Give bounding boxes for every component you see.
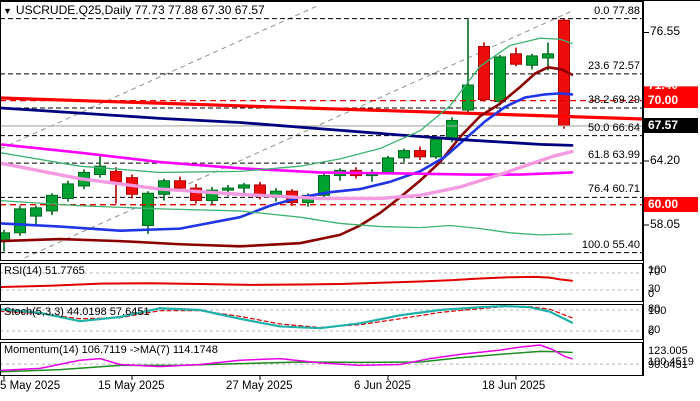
fib-level-label-76.4: 76.4 60.71 (588, 183, 640, 196)
resistance-trendline (1, 96, 642, 121)
candle-body (382, 157, 394, 173)
candle-body (222, 187, 234, 191)
main-panel (0, 1, 643, 261)
stoch-label: Stoch(5,3,3) 44.0198 57.6451 (4, 306, 150, 318)
ma-maroon-line (1, 66, 574, 248)
chart-title-bar: ▼ USCRUDE.Q25,Daily 77.73 77.88 67.30 67.… (3, 3, 265, 17)
price-badge-71.40: 71.40 (644, 86, 698, 94)
main-plot (1, 5, 642, 259)
momentum-scale-min: 90.0451 (648, 359, 688, 372)
candle-body (30, 207, 42, 217)
candle-body (510, 53, 522, 65)
fib-level-label-23.6: 23.6 72.57 (588, 59, 640, 72)
candles (1, 18, 570, 252)
rsi-line (1, 275, 573, 288)
date-label-27-May-2025: 27 May 2025 (226, 380, 293, 392)
candle-body (62, 183, 74, 199)
candle-body (318, 175, 330, 196)
trend-channel-line-0 (20, 10, 573, 259)
rsi-label: RSI(14) 51.7765 (4, 265, 85, 277)
candle-body (174, 180, 186, 189)
envelope-upper-line (1, 37, 573, 174)
momentum-line (1, 344, 573, 372)
stoch-main-line (1, 305, 574, 330)
trend-channel-line-1 (1, 5, 318, 150)
symbol-title: USCRUDE.Q25,Daily 77.73 77.88 67.30 67.5… (15, 3, 265, 17)
price-axis-tick-76.55: 76.55 (650, 24, 681, 39)
candle-body (14, 208, 26, 234)
momentum-panel (0, 342, 643, 376)
rsi-panel (0, 263, 643, 302)
stoch-scale-100: 100 (648, 305, 667, 317)
ma-pink-line (1, 149, 574, 201)
price-badge-67.57: 67.57 (644, 117, 698, 133)
rsi-scale-100: 100 (648, 264, 667, 276)
rsi-scale-70: 70 (648, 266, 661, 278)
candle-body (238, 184, 250, 189)
date-label-15-May-2025: 15 May 2025 (98, 380, 165, 392)
indicator-collapse-icon[interactable]: ▼ (3, 6, 12, 16)
price-badge-60.00: 60.00 (644, 196, 698, 212)
fib-level-label-38.2: 38.2 69.29 (588, 94, 640, 107)
candle-body (142, 192, 154, 227)
rsiClip-plot (1, 272, 642, 291)
fib-level-label-100.0: 100.0 55.40 (581, 238, 640, 251)
candle-body (462, 84, 474, 111)
rsi-scale-0: 0 (648, 288, 655, 300)
price-axis-tick-64.20: 64.20 (650, 153, 681, 167)
stochClip-plot (1, 305, 642, 332)
candle-body (494, 56, 506, 103)
momentum-ma-line (1, 350, 573, 373)
stoch-scale-80: 80 (648, 303, 661, 315)
envelope-lower-line (1, 199, 573, 236)
ma-navy-line (1, 106, 574, 147)
momClip-plot (1, 344, 642, 373)
price-axis-tick-58.05: 58.05 (650, 216, 681, 231)
price-badge-70.00: 70.00 (644, 92, 698, 108)
candle-body (414, 150, 426, 158)
candle-body (94, 165, 106, 176)
candle-body (398, 150, 410, 159)
fib-level-label-0.0: 0.0 77.88 (594, 4, 640, 17)
candle-body (110, 170, 122, 183)
candle-body (478, 46, 490, 101)
candle-body (206, 189, 218, 202)
stoch-scale-0: 0 (648, 326, 655, 338)
rsi-scale-30: 30 (648, 283, 661, 295)
candle-body (526, 55, 538, 66)
date-label-6-Jun-2025: 6 Jun 2025 (354, 380, 411, 392)
momentum-label: Momentum(14) 106.7119 ->MA(7) 114.1748 (4, 344, 218, 356)
fib-level-label-61.8: 61.8 63.99 (588, 149, 640, 162)
candle-body (190, 187, 202, 202)
momentum-scale-max: 123.005 (648, 345, 688, 357)
fib-level-label-50.0: 50.0 66.64 (588, 121, 640, 134)
momentum-scale-level: 100.4519 (648, 356, 694, 369)
candle-body (430, 138, 442, 158)
ma-blue-line (1, 92, 574, 233)
candle-body (542, 53, 554, 59)
stoch-scale-20: 20 (648, 324, 661, 336)
date-label-5-May-2025: 5 May 2025 (0, 380, 61, 392)
date-label-18-Jun-2025: 18 Jun 2025 (482, 380, 546, 392)
